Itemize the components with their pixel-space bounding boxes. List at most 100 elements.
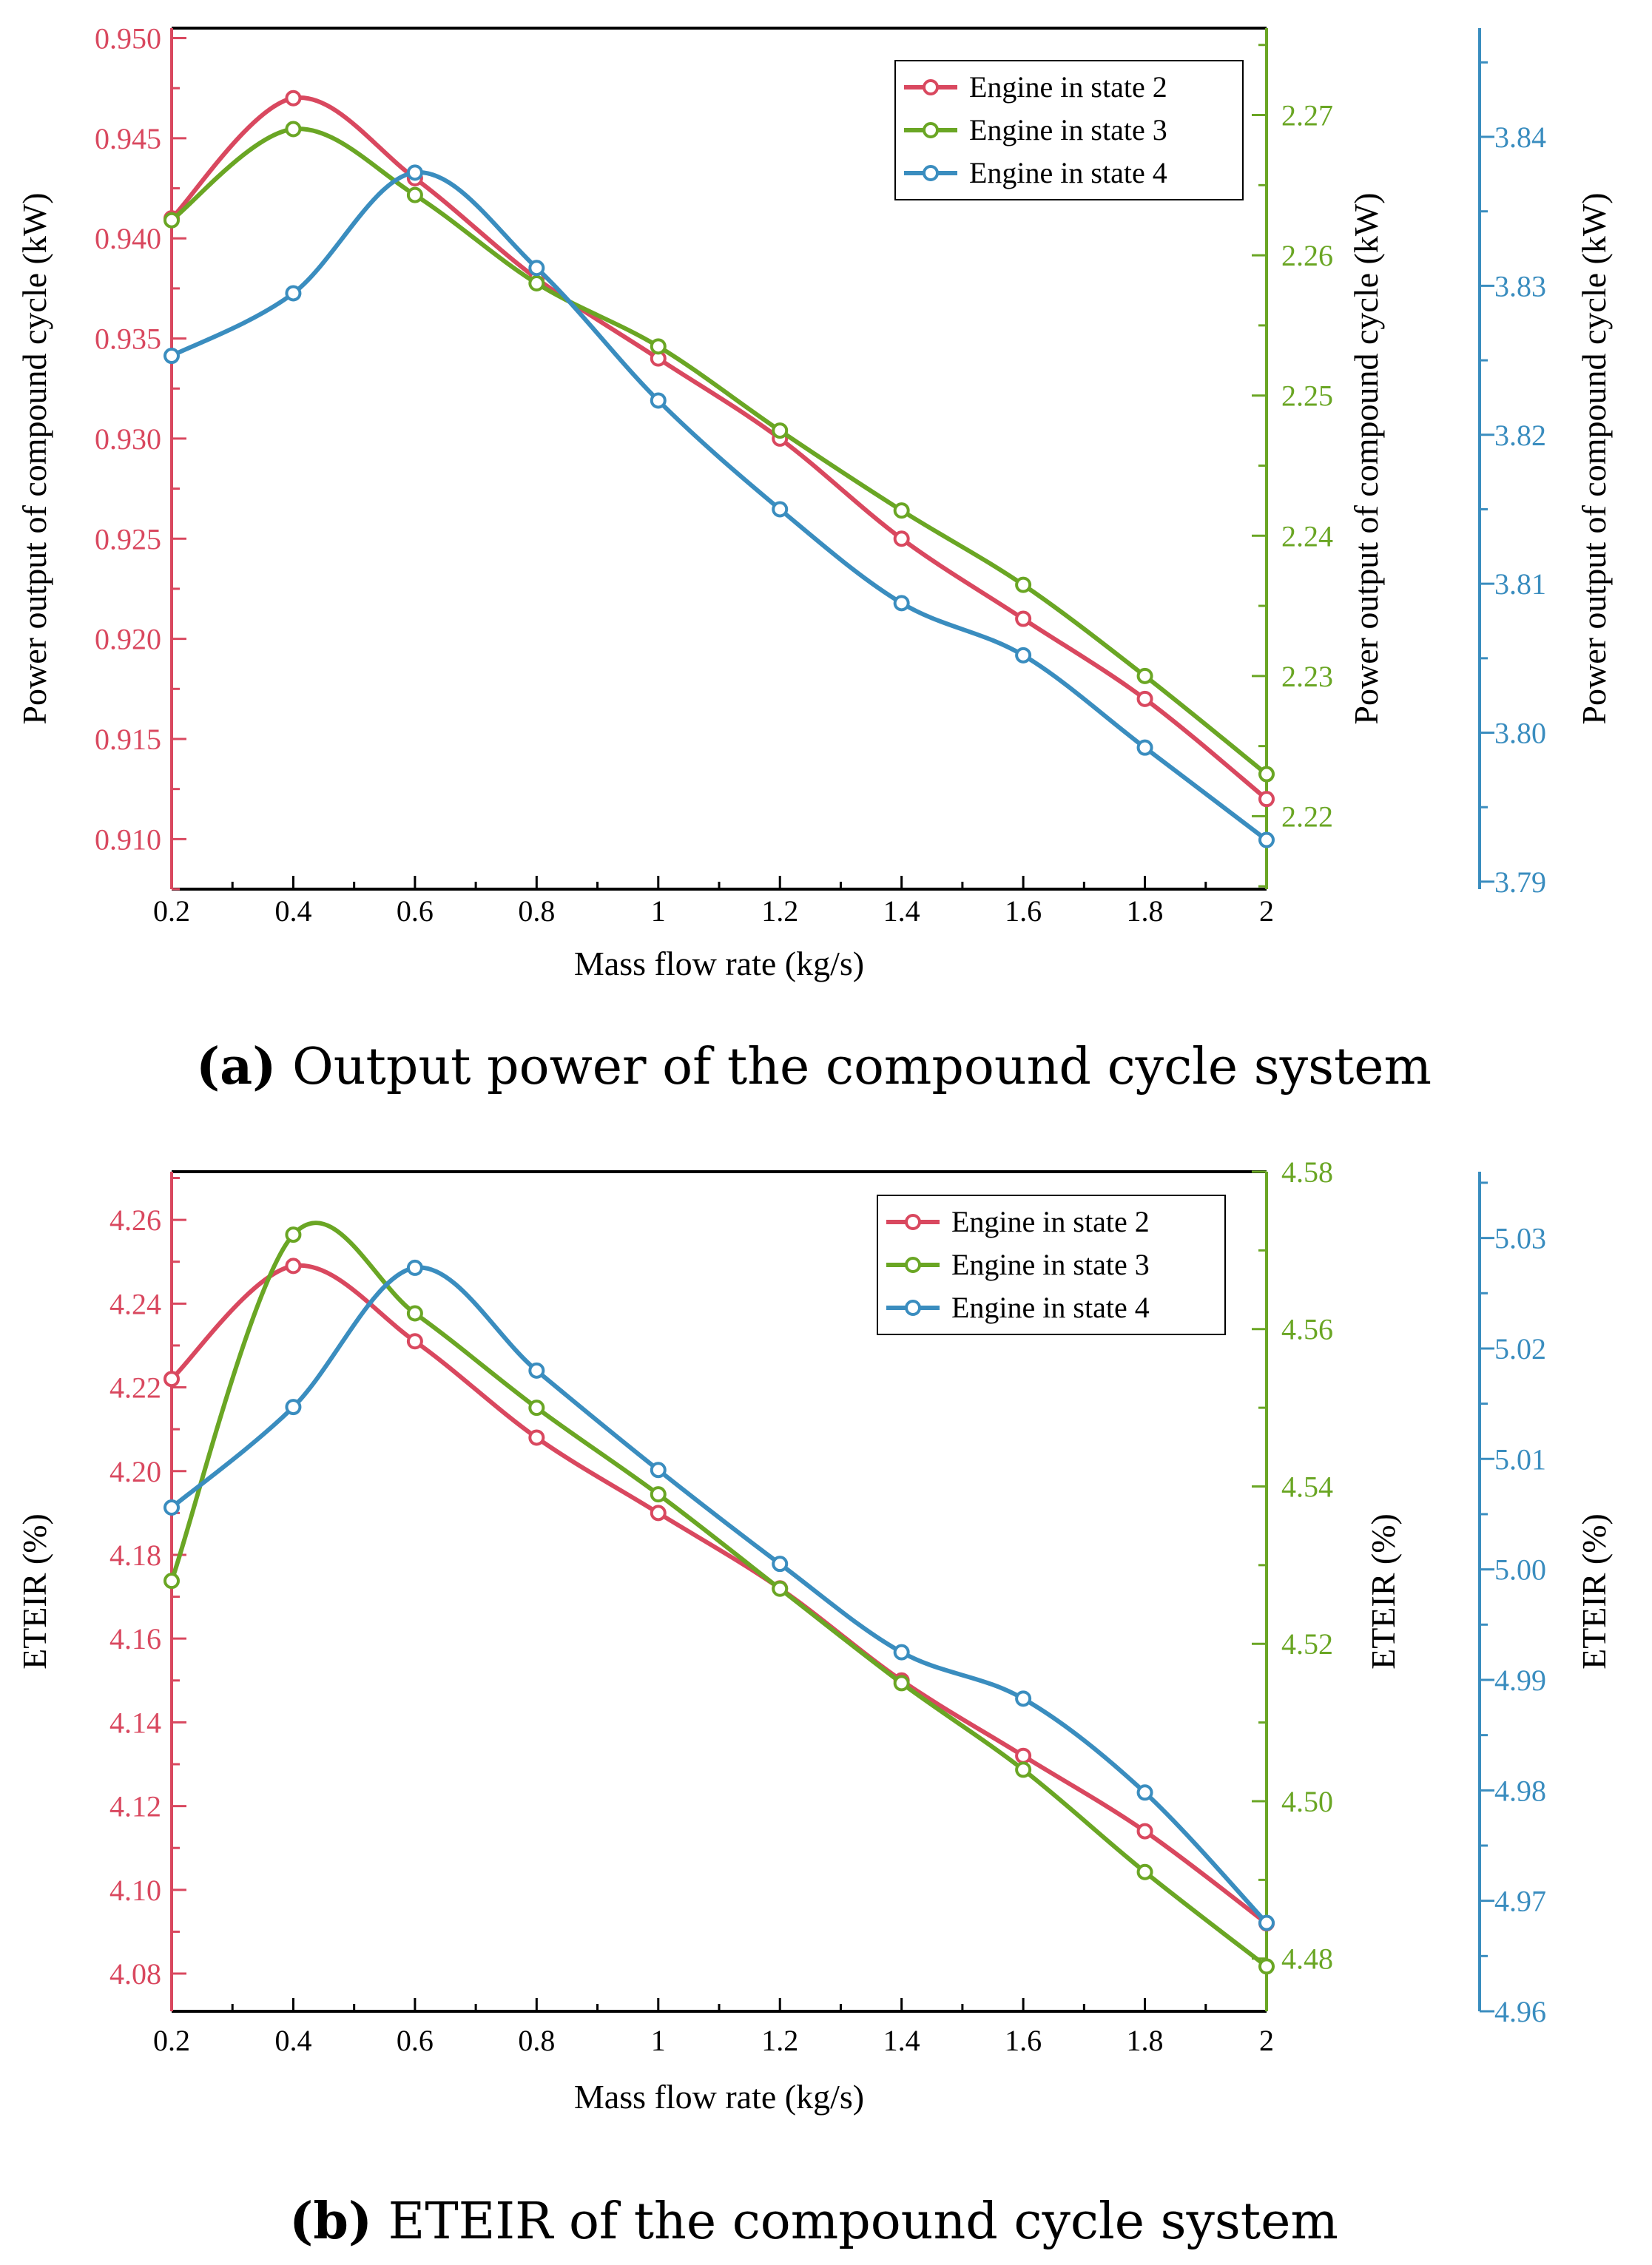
y-tick-label-left: 4.08 [109,1957,161,1991]
data-point-state-4 [1258,1914,1275,1931]
y-axis-label-left: Power output of compound cycle (kW) [16,192,53,724]
data-point-state-2 [285,90,302,107]
y-tick-label-right2: 4.98 [1494,1774,1546,1807]
data-point-state-3 [893,502,910,519]
x-tick-label: 1.4 [883,894,920,928]
data-point-state-2 [650,1505,667,1522]
data-point-state-4 [285,1399,302,1416]
data-point-state-4 [1015,1690,1032,1707]
y-tick-label-right1: 2.25 [1281,379,1333,413]
y-tick-label-left: 0.950 [95,22,161,55]
data-point-state-3 [1258,766,1275,783]
y-tick-label-left: 4.18 [109,1539,161,1572]
y-tick-label-right2: 5.00 [1494,1553,1546,1587]
y-tick-label-right2: 5.02 [1494,1332,1546,1366]
x-tick-label: 0.4 [274,2024,311,2057]
data-point-state-4 [893,595,910,612]
legend-swatch-marker [923,79,939,95]
y-tick-label-right2: 3.82 [1494,419,1546,452]
legend-label: Engine in state 2 [969,70,1167,104]
series-line-3 [170,126,1268,776]
y-tick-label-left: 4.12 [109,1790,161,1823]
data-point-state-3 [285,1226,302,1243]
data-point-state-3 [650,1486,667,1503]
y-tick-label-left: 4.14 [109,1706,161,1739]
y-tick-label-right2: 3.81 [1494,567,1546,601]
x-tick-label: 0.6 [397,894,434,928]
legend-label: Engine in state 4 [951,1291,1150,1324]
x-tick-label: 2 [1259,894,1274,928]
x-tick-label: 1.6 [1005,894,1042,928]
y-axis-label-right1: ETEIR (%) [1364,1513,1402,1670]
y-tick-label-right2: 3.84 [1494,121,1546,154]
x-tick-label: 0.8 [518,2024,555,2057]
series-line-2 [169,95,1268,801]
data-point-state-3 [1015,576,1032,593]
data-point-state-4 [1136,739,1153,756]
y-tick-label-left: 0.945 [95,122,161,155]
y-tick-label-left: 4.10 [109,1874,161,1907]
data-point-state-4 [163,348,180,365]
x-tick-label: 1 [651,2024,666,2057]
y-tick-label-right1: 2.26 [1281,239,1333,272]
y-tick-label-right1: 2.24 [1281,519,1333,553]
data-point-state-3 [1136,1863,1153,1880]
data-point-state-3 [772,1580,789,1597]
x-axis-label: Mass flow rate (kg/s) [574,2078,864,2116]
data-point-state-4 [528,260,545,277]
y-tick-label-left: 0.915 [95,723,161,756]
data-point-state-3 [1258,1958,1275,1975]
y-tick-label-left: 0.925 [95,522,161,556]
legend-swatch-marker [923,122,939,138]
y-tick-label-right1: 2.23 [1281,660,1333,693]
y-tick-label-left: 0.910 [95,823,161,856]
y-tick-label-left: 0.940 [95,222,161,255]
data-point-state-3 [163,1573,180,1590]
y-tick-label-right1: 4.56 [1281,1313,1333,1346]
data-point-state-3 [285,121,302,138]
legend-label: Engine in state 4 [969,156,1167,189]
data-point-state-4 [406,164,423,181]
legend-swatch-marker [923,165,939,181]
data-point-state-4 [650,392,667,409]
series-line-2 [169,1263,1268,1925]
data-point-state-2 [1136,690,1153,707]
data-point-state-4 [406,1259,423,1276]
y-axis-label-left: ETEIR (%) [16,1513,53,1670]
series-line-3 [169,1221,1268,1968]
legend-swatch-marker [905,1214,921,1230]
y-tick-label-right2: 3.83 [1494,269,1546,303]
data-point-state-4 [1258,831,1275,848]
x-tick-label: 0.2 [153,894,190,928]
y-tick-label-left: 4.20 [109,1455,161,1488]
data-point-state-4 [650,1462,667,1479]
data-point-state-2 [1015,1747,1032,1764]
legend-swatch-marker [905,1300,921,1316]
y-tick-label-right2: 5.03 [1494,1222,1546,1255]
y-tick-label-right2: 5.01 [1494,1442,1546,1476]
data-point-state-3 [650,338,667,355]
y-tick-label-left: 4.22 [109,1371,161,1405]
data-point-state-4 [772,501,789,518]
y-tick-label-left: 4.26 [109,1204,161,1237]
y-tick-label-right1: 4.48 [1281,1942,1333,1976]
y-tick-label-left: 0.920 [95,623,161,656]
y-tick-label-left: 4.16 [109,1622,161,1655]
y-axis-label-right2: ETEIR (%) [1575,1513,1613,1670]
x-tick-label: 1.2 [761,894,798,928]
x-tick-label: 2 [1259,2024,1274,2057]
data-point-state-4 [528,1362,545,1379]
data-point-state-4 [285,285,302,302]
chart-panel-b: 0.2 0.4 0.6 0.8 1 1.2 1.4 1.6 1.8 2 Mass flow rate… [16,1155,1613,2116]
data-point-state-3 [772,422,789,439]
series-line-4 [170,170,1268,842]
data-point-state-4 [1015,647,1032,664]
y-tick-label-right1: 4.50 [1281,1785,1333,1818]
y-tick-label-right2: 3.80 [1494,717,1546,750]
y-tick-label-right1: 4.58 [1281,1155,1333,1189]
data-point-state-2 [1258,791,1275,808]
y-tick-label-right1: 2.22 [1281,800,1333,833]
y-axis-label-right1: Power output of compound cycle (kW) [1347,192,1385,724]
chart-panel-a: 0.2 0.4 0.6 0.8 1 1.2 1.4 1.6 1.8 2 Mass flow rate… [16,22,1613,982]
